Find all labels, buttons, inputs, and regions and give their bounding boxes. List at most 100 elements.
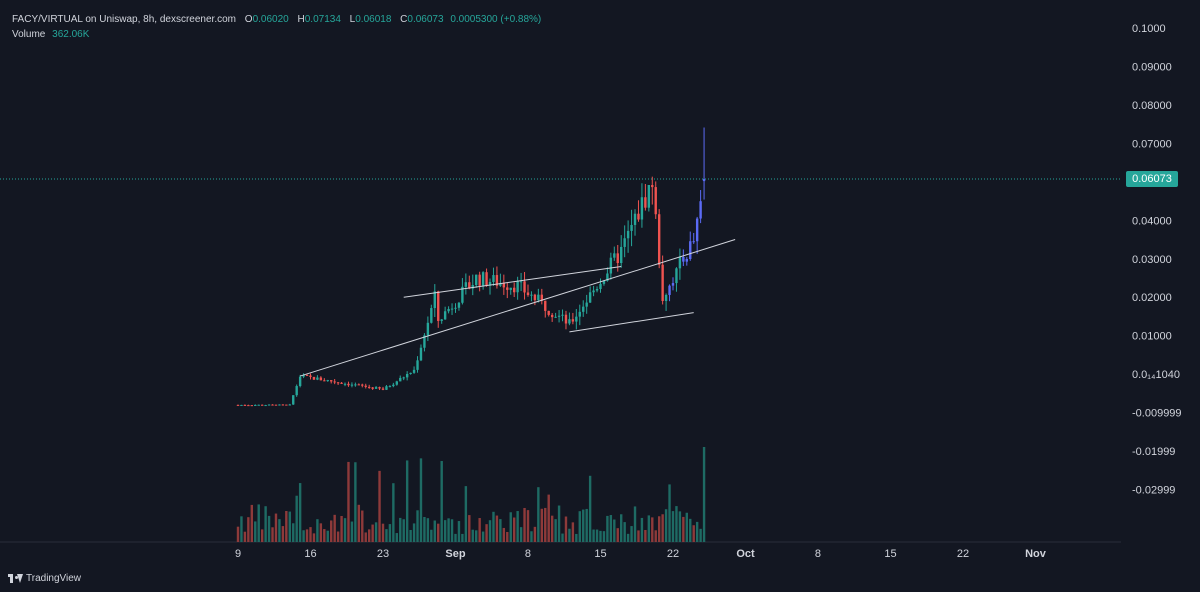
price-tick-label: -0.02999 [1132, 485, 1175, 497]
candle-body [257, 404, 260, 406]
candle-body [243, 404, 247, 406]
candle-body [578, 311, 581, 317]
time-tick-label: 8 [525, 548, 531, 560]
close-value: 0.06073 [407, 14, 444, 25]
time-tick-label: 15 [884, 548, 896, 560]
lower-channel-line[interactable] [299, 239, 736, 377]
candle-body [333, 381, 336, 383]
candle-body [512, 287, 516, 293]
volume-bar [437, 523, 440, 542]
candle-body [544, 300, 547, 311]
price-tick-label: 0.09000 [1132, 61, 1172, 73]
last-price-tag: 0.06073 [1126, 171, 1178, 187]
volume-bar [561, 533, 564, 542]
tradingview-footer[interactable]: TradingView [8, 573, 81, 584]
volume-bar [405, 460, 409, 542]
volume-bar [630, 526, 633, 542]
volume-bar [547, 494, 550, 542]
candle-body [654, 187, 657, 215]
volume-bar [298, 483, 302, 542]
volume-bar [640, 517, 644, 542]
volume-bar [309, 527, 312, 542]
candle-body [361, 384, 364, 386]
upper-channel-line[interactable] [403, 265, 622, 298]
candle-body [336, 382, 340, 384]
time-axis[interactable]: 9 16 23 Sep 8 15 22 Oct 8 15 22 Nov [235, 548, 1047, 560]
volume-bar [392, 483, 395, 542]
volume-bar [495, 515, 499, 542]
time-tick-label: 23 [377, 548, 389, 560]
candle-body [260, 404, 264, 406]
candle-body [516, 281, 519, 293]
candle-body [526, 292, 530, 296]
volume-bar [544, 507, 547, 542]
candle-body [675, 268, 678, 284]
candle-body [381, 388, 385, 390]
candle-body [433, 291, 436, 309]
time-tick-label: 9 [235, 548, 241, 560]
volume-bar [292, 523, 295, 542]
candle-body [323, 380, 326, 382]
volume-bar [623, 522, 626, 542]
candle-body [595, 288, 599, 291]
candle-body [571, 319, 575, 322]
time-tick-label: 22 [957, 548, 969, 560]
candle-body [447, 308, 450, 312]
volume-bar [247, 517, 250, 542]
candle-body [620, 246, 623, 263]
candle-body [671, 283, 675, 286]
candle-body [661, 264, 664, 302]
candle-body [682, 256, 685, 262]
lower-trendline[interactable] [569, 312, 694, 333]
volume-bar [281, 526, 285, 542]
candle-body [457, 302, 461, 308]
volume-bar [523, 507, 526, 542]
volume-bar [588, 475, 592, 542]
volume-bar [575, 533, 578, 542]
volume-bar [633, 506, 637, 542]
time-tick-label: Nov [1025, 548, 1047, 560]
volume-bar [475, 530, 478, 542]
volume-bar [361, 510, 364, 542]
candle-body [271, 404, 274, 406]
volume-bar [447, 518, 450, 542]
volume-bar [430, 529, 433, 542]
symbol-title: FACY/VIRTUAL on Uniswap, 8h, dexscreener… [12, 14, 236, 25]
candle-body [678, 256, 682, 269]
volume-bar [675, 506, 678, 542]
volume-bar [274, 513, 278, 542]
volume-bar [333, 514, 336, 542]
candle-body [664, 294, 668, 302]
volume-bar [336, 531, 340, 542]
candle-body [702, 179, 706, 182]
volume-bar [426, 518, 430, 542]
candle-body [640, 197, 644, 220]
candle-body [354, 384, 357, 386]
volume-bar [330, 520, 333, 542]
volume-bar [592, 529, 595, 542]
price-tick-label: 0.0₁₄1040 [1132, 369, 1180, 381]
candle-body [395, 381, 399, 385]
candle-body [330, 380, 333, 382]
volume-bar [374, 522, 378, 542]
volume-bar [647, 515, 651, 542]
volume-bar [285, 511, 288, 542]
volume-bar [506, 531, 509, 542]
price-axis[interactable]: 0.10000.090000.080000.070000.050000.0400… [1132, 23, 1182, 497]
volume-bar [585, 508, 588, 542]
candle-body [689, 241, 692, 259]
candle-body [312, 376, 316, 380]
volume-bar [578, 511, 581, 542]
volume-bar [388, 524, 392, 542]
volume-bar [264, 506, 267, 542]
candle-body [519, 281, 523, 283]
candle-body [292, 395, 295, 405]
candle-body [464, 282, 468, 287]
candle-body [426, 322, 430, 336]
volume-bar [606, 515, 609, 542]
time-tick-label: 16 [304, 548, 316, 560]
volume-bar [450, 519, 454, 542]
volume-bar [250, 504, 254, 542]
volume-bar [343, 518, 347, 542]
